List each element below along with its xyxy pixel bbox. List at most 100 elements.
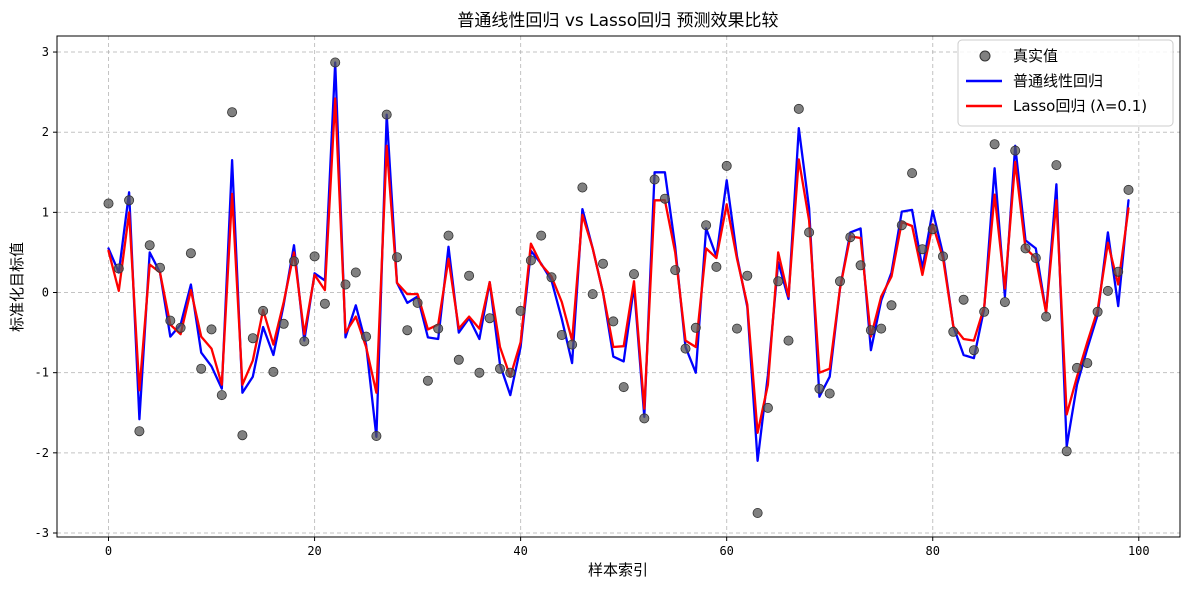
actual-value-point <box>216 390 227 401</box>
actual-value-point <box>865 325 876 336</box>
actual-value-point <box>402 325 413 336</box>
actual-value-point <box>494 363 505 374</box>
actual-value-point <box>587 289 598 300</box>
actual-value-point <box>649 174 660 185</box>
actual-value-point <box>206 324 217 335</box>
actual-value-point <box>1092 306 1103 317</box>
actual-value-point <box>1072 362 1083 373</box>
y-tick-label: 2 <box>42 125 49 139</box>
actual-value-point <box>103 198 114 209</box>
actual-value-point <box>185 248 196 259</box>
y-tick-label: 3 <box>42 45 49 59</box>
actual-value-point <box>422 375 433 386</box>
actual-value-point <box>443 230 454 241</box>
actual-value-point <box>515 305 526 316</box>
actual-value-point <box>175 322 186 333</box>
actual-value-point <box>896 220 907 231</box>
actual-value-point <box>1102 285 1113 296</box>
actual-value-point <box>288 256 299 267</box>
x-tick-label: 80 <box>926 544 940 558</box>
series-layer <box>103 57 1134 518</box>
x-axis-title: 样本索引 <box>588 561 648 579</box>
actual-value-point <box>1030 252 1041 263</box>
actual-value-point <box>783 335 794 346</box>
legend-label-actual: 真实值 <box>1013 47 1058 65</box>
actual-value-point <box>752 507 763 518</box>
actual-value-point <box>258 305 269 316</box>
x-tick-label: 20 <box>307 544 321 558</box>
y-tick-label: -3 <box>35 526 49 540</box>
actual-value-point <box>690 322 701 333</box>
actual-value-point <box>814 383 825 394</box>
actual-value-point <box>742 270 753 281</box>
actual-value-point <box>134 426 145 437</box>
actual-value-point <box>629 269 640 280</box>
actual-value-point <box>330 57 341 68</box>
legend: 真实值 普通线性回归 Lasso回归 (λ=0.1) <box>957 39 1174 127</box>
actual-value-point <box>567 339 578 350</box>
actual-value-point <box>113 263 124 274</box>
actual-value-point <box>361 331 372 342</box>
actual-value-point <box>154 262 165 273</box>
x-tick-label: 40 <box>513 544 527 558</box>
y-tick-label: 0 <box>42 286 49 300</box>
actual-value-point <box>701 220 712 231</box>
actual-value-point <box>979 306 990 317</box>
plot-frame <box>56 35 1181 538</box>
actual-value-point <box>247 333 258 344</box>
actual-value-point <box>639 413 650 424</box>
actual-value-point <box>340 279 351 290</box>
actual-value-point <box>350 267 361 278</box>
actual-value-point <box>124 195 135 206</box>
actual-value-point <box>824 388 835 399</box>
actual-value-point <box>876 323 887 334</box>
actual-value-point <box>1051 160 1062 171</box>
grid-layer <box>57 36 1180 537</box>
actual-value-point <box>1061 446 1072 457</box>
actual-value-point <box>1123 184 1134 195</box>
actual-value-point <box>835 276 846 287</box>
actual-value-point <box>546 272 557 283</box>
actual-value-point <box>1010 145 1021 156</box>
actual-value-point <box>618 382 629 393</box>
actual-value-point <box>917 244 928 255</box>
actual-value-point <box>227 107 238 118</box>
x-tick-label: 100 <box>1128 544 1150 558</box>
y-tick-label: -1 <box>35 366 49 380</box>
actual-value-point <box>762 402 773 413</box>
actual-value-point <box>711 261 722 272</box>
actual-value-point <box>1082 358 1093 369</box>
actual-value-point <box>855 260 866 271</box>
actual-value-point <box>670 265 681 276</box>
actual-value-point <box>319 298 330 309</box>
actual-value-point <box>278 318 289 329</box>
actual-value-point <box>433 323 444 334</box>
actual-value-point <box>968 345 979 356</box>
actual-value-point <box>309 251 320 262</box>
tick-layer: 0 20 40 60 80 100 -3 -2 -1 0 1 2 3 <box>35 45 1150 558</box>
actual-value-point <box>721 160 732 171</box>
actual-value-point <box>412 297 423 308</box>
actual-value-point <box>381 109 392 120</box>
actual-value-point <box>659 193 670 204</box>
actual-value-point <box>474 367 485 378</box>
actual-value-point <box>268 366 279 377</box>
actual-value-point <box>732 323 743 334</box>
actual-value-point <box>536 230 547 241</box>
actual-value-point <box>793 103 804 114</box>
actual-value-point <box>927 224 938 235</box>
actual-value-point <box>505 367 516 378</box>
legend-box <box>957 39 1174 127</box>
actual-value-point <box>1020 243 1031 254</box>
actual-value-point <box>371 430 382 441</box>
actual-value-point <box>391 252 402 263</box>
chart-title: 普通线性回归 vs Lasso回归 预测效果比较 <box>457 11 778 31</box>
actual-value-point <box>1041 311 1052 322</box>
actual-value-point <box>1113 266 1124 277</box>
y-tick-label: 1 <box>42 205 49 219</box>
actual-value-point <box>989 139 1000 150</box>
x-tick-label: 0 <box>105 544 112 558</box>
actual-value-point <box>196 363 207 374</box>
